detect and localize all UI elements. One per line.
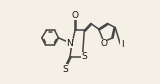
- Text: S: S: [62, 65, 68, 74]
- Text: O: O: [100, 39, 107, 48]
- Text: N: N: [66, 39, 73, 48]
- Text: O: O: [72, 11, 79, 20]
- Text: S: S: [82, 52, 87, 61]
- Text: I: I: [121, 40, 124, 49]
